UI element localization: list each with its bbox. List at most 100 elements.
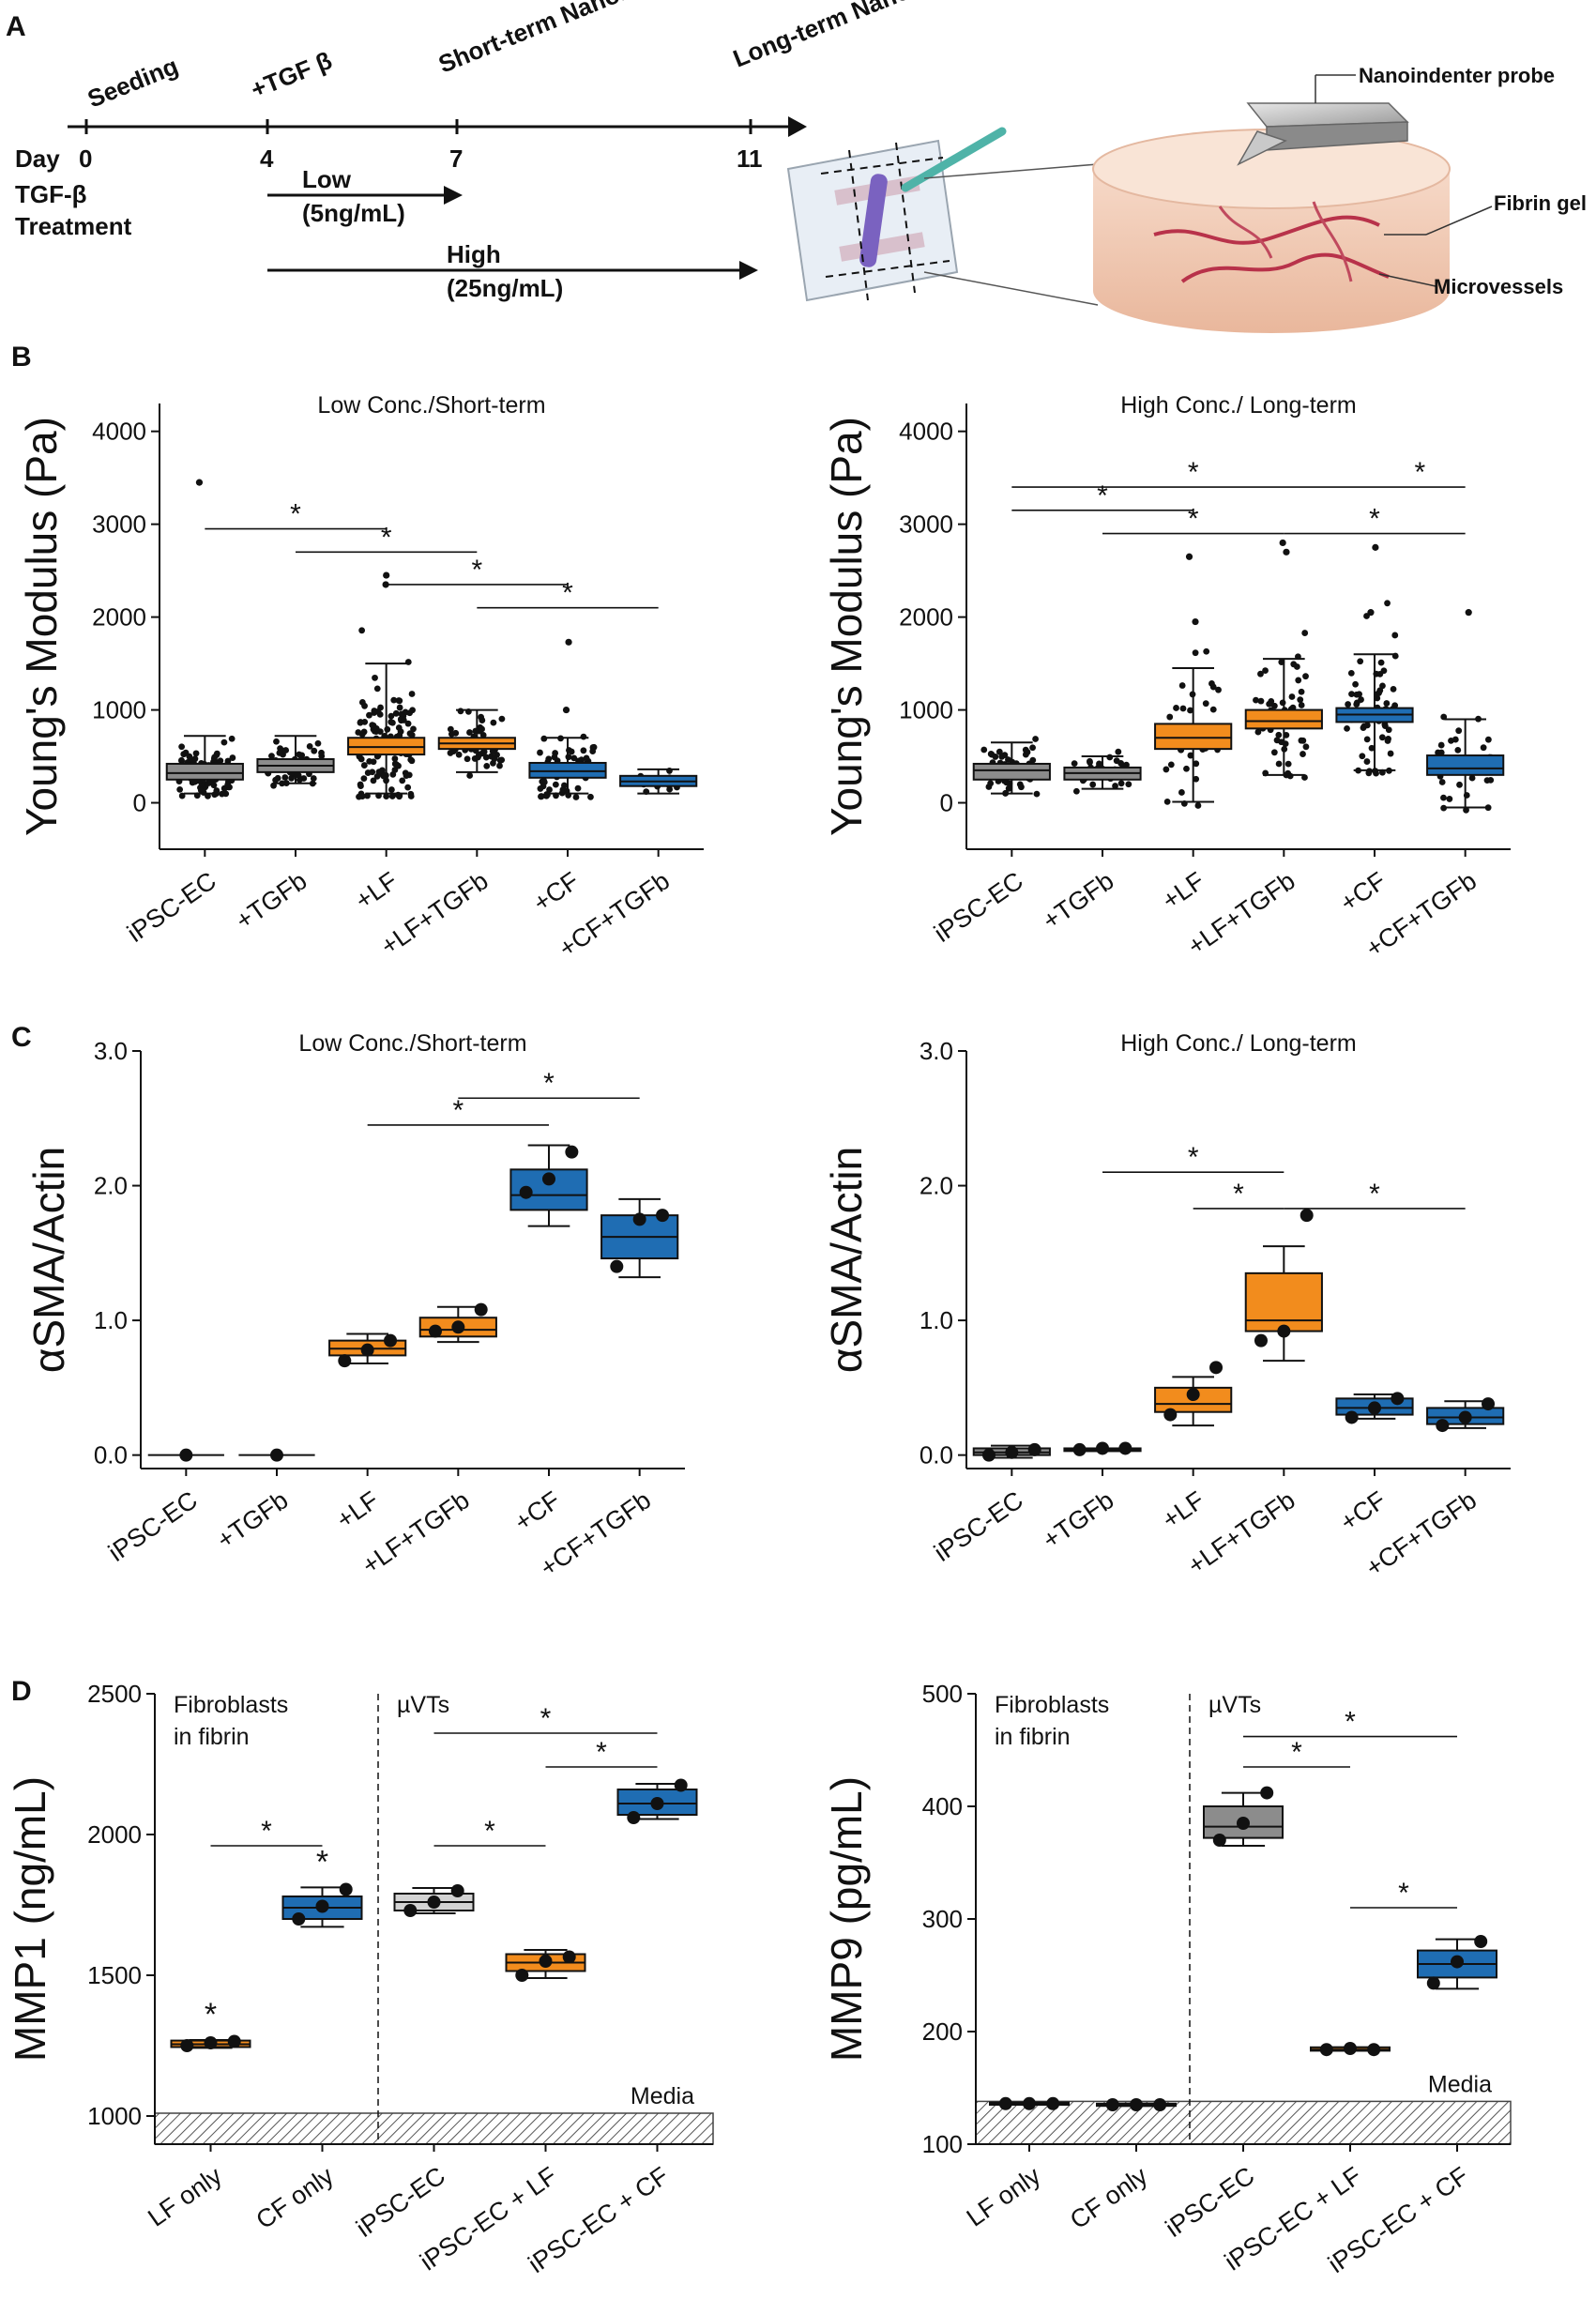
day-axis-label: Day xyxy=(15,145,60,173)
y-tick-label: 4000 xyxy=(92,418,146,446)
significance-star: * xyxy=(1188,1142,1199,1173)
data-point xyxy=(1275,760,1283,768)
data-point xyxy=(1125,781,1132,788)
x-tick-label: LF only xyxy=(962,2161,1046,2232)
chart-b-high-conc: High Conc./ Long-term 0 1000 2000 3000 4000 Yo… xyxy=(822,392,1511,963)
data-point xyxy=(270,1448,283,1462)
data-point xyxy=(1353,691,1360,698)
day-11: 11 xyxy=(737,145,763,173)
data-point xyxy=(583,754,590,762)
data-point xyxy=(292,1912,306,1926)
series--lf xyxy=(328,1332,407,1368)
group-label-fibroblasts-1: Fibroblasts xyxy=(174,1692,288,1718)
data-point xyxy=(1262,667,1269,674)
data-point xyxy=(474,1302,488,1317)
data-point xyxy=(1212,1834,1226,1847)
data-point xyxy=(371,708,378,714)
y-tick-label: 2000 xyxy=(87,1820,142,1849)
data-point xyxy=(1298,688,1305,695)
y-tick-label: 0 xyxy=(133,789,146,817)
data-point xyxy=(1115,748,1122,755)
series--cf xyxy=(509,1144,588,1227)
data-point xyxy=(358,793,366,799)
data-point xyxy=(403,772,410,779)
x-tick-label: CF only xyxy=(251,2161,340,2234)
data-point xyxy=(1072,1442,1087,1456)
high-treatment-conc: (25ng/mL) xyxy=(447,274,563,302)
data-point xyxy=(1302,743,1310,751)
data-point xyxy=(632,1212,646,1226)
y-axis-label: αSMA/Actin xyxy=(822,1147,871,1373)
data-point xyxy=(996,748,1003,755)
data-point xyxy=(1368,744,1376,752)
data-point xyxy=(427,1896,441,1909)
data-point xyxy=(537,785,544,792)
data-point xyxy=(178,743,186,751)
microvessel-2 xyxy=(1180,252,1390,283)
zoom-line-top xyxy=(923,163,1099,179)
data-point xyxy=(408,691,416,697)
data-point xyxy=(361,702,368,709)
data-point xyxy=(268,753,275,760)
box xyxy=(1426,754,1505,776)
data-point xyxy=(451,1320,465,1334)
data-point xyxy=(400,717,407,723)
series--lf-tgfb xyxy=(418,1302,497,1344)
data-point xyxy=(1113,757,1120,765)
x-tick-label: iPSC-EC xyxy=(122,866,221,948)
data-point xyxy=(1353,701,1360,708)
data-point xyxy=(276,749,283,756)
x-tick-label: iPSC-EC xyxy=(929,1485,1028,1567)
data-point xyxy=(410,725,417,733)
series--lf-tgfb xyxy=(1244,539,1323,781)
day-4: 4 xyxy=(260,145,274,173)
data-point xyxy=(1359,753,1366,760)
data-point xyxy=(1297,696,1304,704)
data-point xyxy=(176,785,184,793)
x-tick-label: +TGFb xyxy=(1038,866,1119,935)
x-tick-label: +TGFb xyxy=(212,1485,294,1554)
x-tick-label: CF only xyxy=(1065,2161,1153,2234)
y-tick-label: 300 xyxy=(922,1905,963,1933)
data-point xyxy=(1257,697,1265,705)
data-point xyxy=(656,1209,670,1223)
data-point-outlier xyxy=(1192,617,1199,626)
data-point xyxy=(1358,696,1364,703)
data-point xyxy=(376,728,384,736)
y-tick-label: 4000 xyxy=(899,418,953,446)
x-tick-label: +LF xyxy=(331,1485,384,1534)
group-label-fibroblasts-1: Fibroblasts xyxy=(995,1692,1109,1718)
data-point xyxy=(580,747,587,754)
box xyxy=(1244,708,1323,730)
series-ipsc-ec-cf xyxy=(1417,1935,1497,1990)
x-tick-label: +TGFb xyxy=(231,866,312,935)
series-ipsc-ec xyxy=(1203,1786,1284,1847)
data-point xyxy=(372,674,378,681)
significance-star: * xyxy=(316,1844,328,1880)
y-tick-label: 3.0 xyxy=(920,1037,953,1065)
data-point xyxy=(311,747,318,754)
significance-star: * xyxy=(1188,457,1199,488)
x-tick-label: +CF xyxy=(1335,866,1391,917)
data-point xyxy=(587,793,594,800)
data-point xyxy=(1187,752,1194,759)
data-point xyxy=(1352,680,1359,688)
data-point xyxy=(565,1145,579,1159)
box xyxy=(1154,723,1233,751)
y-tick-label: 2500 xyxy=(87,1680,142,1708)
data-point xyxy=(1018,784,1025,791)
data-point xyxy=(1163,1408,1178,1422)
media-label: Media xyxy=(1428,2071,1492,2097)
event-label-tgf: +TGF β xyxy=(247,46,336,104)
data-point xyxy=(1209,1361,1224,1375)
data-point xyxy=(1383,700,1391,707)
x-tick-label: iPSC-EC xyxy=(1161,2161,1260,2243)
data-point xyxy=(1480,744,1487,752)
series--lf xyxy=(347,571,426,800)
chart-title: Low Conc./Short-term xyxy=(317,392,545,419)
data-point-outlier xyxy=(565,638,572,646)
data-point xyxy=(1029,756,1037,764)
series-lf-only: * xyxy=(170,1997,251,2052)
panel-letter-a: A xyxy=(6,11,26,42)
data-point xyxy=(318,749,325,756)
